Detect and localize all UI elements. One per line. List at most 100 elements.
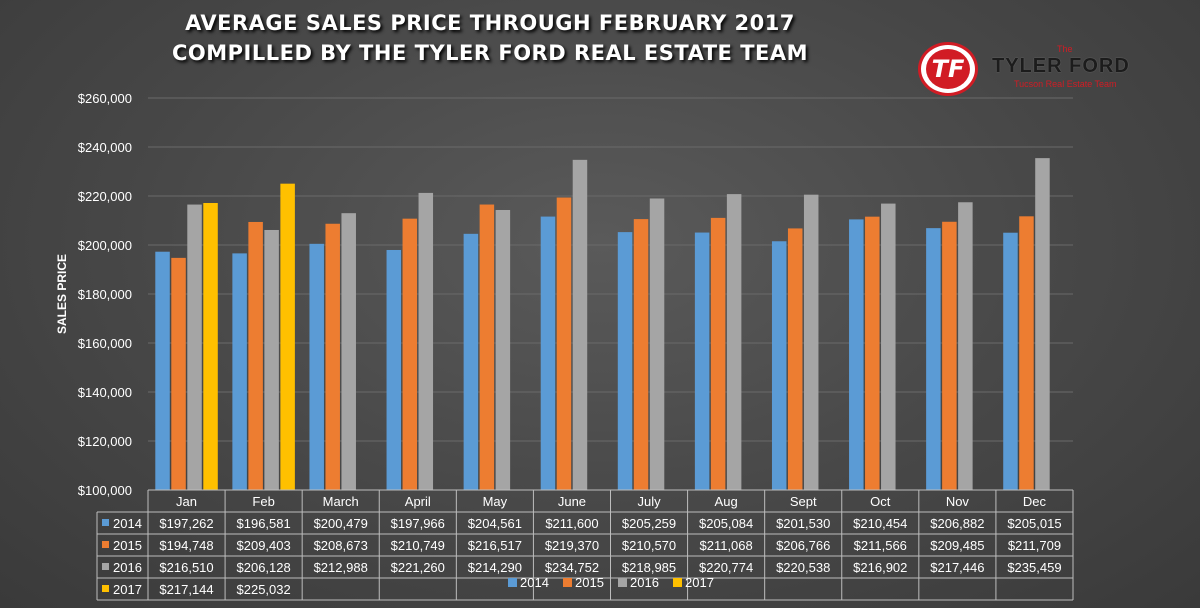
data-label: $219,370	[545, 538, 599, 553]
brand-logo: TF The TYLER FORD Tucson Real Estate Tea…	[918, 42, 1148, 98]
y-axis-title: SALES PRICE	[55, 254, 69, 334]
data-label: $234,752	[545, 560, 599, 575]
chart-title-line-1: AVERAGE SALES PRICE THROUGH FEBRUARY 201…	[185, 11, 795, 35]
bar-2015	[171, 257, 186, 490]
bar-2014	[386, 249, 402, 490]
chart-title-line-2: COMPILLED BY THE TYLER FORD REAL ESTATE …	[171, 41, 809, 65]
bar-2015	[633, 219, 649, 490]
data-label: $210,749	[391, 538, 445, 553]
bar-2017	[280, 183, 295, 490]
bar-2015	[479, 204, 495, 490]
legend-key-2016	[618, 578, 627, 587]
bar-2016	[803, 194, 819, 491]
data-label: $205,259	[622, 516, 676, 531]
y-tick-label: $180,000	[78, 287, 132, 302]
bar-2015	[402, 218, 418, 490]
category-label: Dec	[1023, 494, 1047, 509]
bar-2014	[617, 232, 633, 490]
bar-2014	[849, 219, 864, 490]
legend-key-2017	[673, 578, 682, 587]
data-label: $204,561	[468, 516, 522, 531]
logo-name-text: TYLER FORD	[992, 55, 1130, 77]
data-label: $208,673	[314, 538, 368, 553]
data-label: $205,084	[699, 516, 753, 531]
bar-2014	[540, 216, 556, 490]
y-tick-label: $140,000	[78, 385, 132, 400]
logo-the-text: The	[1057, 44, 1073, 54]
bar-2015	[865, 216, 880, 490]
data-label: $200,479	[314, 516, 368, 531]
bar-2016	[649, 198, 665, 490]
bar-2017	[203, 202, 218, 490]
legend-label: 2014	[520, 575, 549, 590]
bar-2014	[463, 233, 479, 490]
logo-tagline: Tucson Real Estate Team	[1014, 79, 1117, 89]
logo-badge: TF	[918, 42, 978, 96]
legend-label: 2017	[685, 575, 714, 590]
bar-2015	[710, 217, 726, 490]
category-label: Oct	[870, 494, 891, 509]
data-label: $220,538	[776, 560, 830, 575]
data-label: $209,485	[930, 538, 984, 553]
table-series-name: 2017	[113, 582, 142, 597]
bar-2016	[187, 204, 202, 490]
category-label: Sept	[790, 494, 817, 509]
data-label: $216,517	[468, 538, 522, 553]
bar-2014	[771, 241, 787, 490]
bar-2014	[309, 243, 324, 490]
table-legend-key-2015	[102, 541, 109, 548]
y-tick-label: $200,000	[78, 238, 132, 253]
bar-2014	[232, 253, 247, 490]
data-label: $197,262	[159, 516, 213, 531]
bar-2015	[556, 197, 572, 490]
data-label: $235,459	[1007, 560, 1061, 575]
y-tick-label: $220,000	[78, 189, 132, 204]
data-label: $220,774	[699, 560, 753, 575]
bar-2014	[155, 251, 170, 490]
data-label: $212,988	[314, 560, 368, 575]
data-label: $206,128	[237, 560, 291, 575]
bar-2016	[418, 192, 434, 490]
bar-2015	[942, 221, 957, 490]
chart-title: AVERAGE SALES PRICE THROUGH FEBRUARY 201…	[150, 8, 830, 68]
bar-2014	[1003, 232, 1018, 490]
bar-2016	[958, 202, 973, 490]
bar-2015	[787, 228, 803, 491]
data-label: $211,709	[1008, 538, 1061, 553]
category-label: Feb	[252, 494, 274, 509]
data-label: $221,260	[391, 560, 445, 575]
data-label: $211,566	[854, 538, 907, 553]
bar-2016	[495, 209, 511, 490]
bar-2014	[926, 228, 941, 490]
bar-2015	[248, 221, 263, 490]
data-label: $196,581	[237, 516, 291, 531]
data-label: $217,144	[159, 582, 213, 597]
data-label: $197,966	[391, 516, 445, 531]
y-tick-label: $120,000	[78, 434, 132, 449]
data-label: $214,290	[468, 560, 522, 575]
data-label: $194,748	[159, 538, 213, 553]
category-label: July	[637, 494, 661, 509]
data-label: $206,882	[930, 516, 984, 531]
bar-2015	[1019, 216, 1034, 491]
bar-2016	[264, 229, 279, 491]
legend-key-2014	[508, 578, 517, 587]
bar-2014	[694, 232, 710, 491]
data-label: $211,068	[699, 538, 752, 553]
y-tick-label: $240,000	[78, 140, 132, 155]
table-series-name: 2015	[113, 538, 142, 553]
legend-key-2015	[563, 578, 572, 587]
category-label: May	[483, 494, 508, 509]
data-label: $205,015	[1007, 516, 1061, 531]
data-label: $225,032	[237, 582, 291, 597]
table-legend-key-2017	[102, 585, 109, 592]
data-label: $216,902	[853, 560, 907, 575]
logo-monogram: TF	[926, 49, 970, 89]
category-label: Aug	[715, 494, 738, 509]
bar-2015	[325, 223, 340, 490]
data-label: $217,446	[930, 560, 984, 575]
category-label: June	[558, 494, 586, 509]
category-label: April	[405, 494, 431, 509]
data-label: $210,570	[622, 538, 676, 553]
